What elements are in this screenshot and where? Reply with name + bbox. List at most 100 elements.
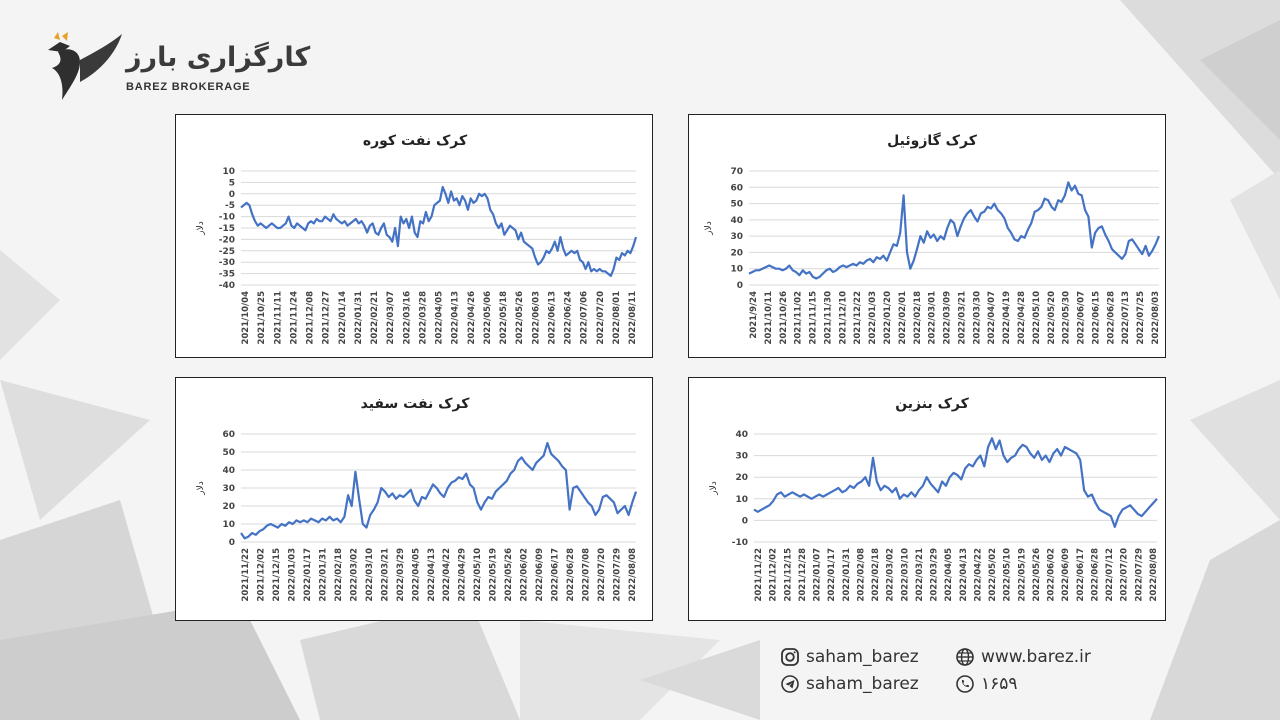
y-tick-label: 60 — [730, 183, 743, 193]
x-tick-label: 2022/06/17 — [551, 548, 561, 602]
y-tick-label: 70 — [730, 167, 743, 177]
chart-gasoil-crack: کرک گازوئیل دلار 70 60 50 40 30 20 10 0 2021/9/24 2… — [688, 114, 1166, 358]
chart-svg: کرک بنزین دلار 40 30 20 10 0 -10 2021/11/22 2021/… — [709, 396, 1159, 602]
x-tick-label: 2022/07/06 — [580, 291, 590, 345]
x-tick-label: 2021/12/15 — [272, 548, 282, 602]
x-tick-label: 2022/05/10 — [473, 548, 483, 602]
x-tick-label: 2022/06/03 — [531, 291, 541, 345]
y-tick-label: 50 — [730, 200, 743, 210]
instagram-contact[interactable]: saham_barez — [780, 647, 919, 667]
x-tick-label: 2022/03/07 — [386, 291, 396, 345]
series-line — [753, 437, 1158, 528]
x-tick-label: 2022/07/13 — [1121, 291, 1131, 345]
x-tick-label: 2022/05/30 — [1062, 291, 1072, 345]
x-tick-label: 2022/04/07 — [987, 291, 997, 345]
x-tick-label: 2021/12/28 — [798, 548, 808, 602]
phone-number: ۱۶۵۹ — [981, 674, 1018, 694]
telegram-handle: saham_barez — [806, 674, 919, 694]
series-line — [240, 441, 638, 540]
chart-kerosene-crack: کرک نفت سفید دلار 60 50 40 30 20 10 0 2021/11/22 2… — [175, 377, 653, 621]
y-tick-label: 50 — [222, 448, 235, 458]
chart-title: کرک نفت کوره — [363, 133, 468, 149]
y-axis-label: دلار — [196, 481, 206, 496]
x-tick-label: 2022/05/19 — [489, 548, 499, 602]
x-tick-label: 2022/04/05 — [944, 548, 954, 602]
y-tick-label: -30 — [219, 258, 235, 268]
x-tick-label: 2021/12/02 — [256, 548, 266, 602]
barez-logo — [48, 32, 122, 100]
y-tick-label: 5 — [229, 178, 235, 188]
x-tick-label: 2022/06/28 — [1090, 548, 1100, 602]
x-tick-label: 2022/06/15 — [1091, 291, 1101, 345]
x-tick-label: 2022/07/25 — [1136, 291, 1146, 345]
x-tick-label: 2022/03/02 — [349, 548, 359, 602]
x-tick-label: 2022/03/28 — [418, 291, 428, 345]
x-tick-label: 2022/03/10 — [365, 548, 375, 602]
phone-contact[interactable]: ۱۶۵۹ — [955, 674, 1018, 694]
y-tick-label: -40 — [219, 281, 235, 291]
x-tick-label: 2022/02/21 — [370, 291, 380, 345]
x-tick-label: 2022/06/09 — [535, 548, 545, 602]
x-tick-label: 2022/03/10 — [900, 548, 910, 602]
chart-svg: کرک گازوئیل دلار 70 60 50 40 30 20 10 0 2021/9/24 2… — [704, 132, 1161, 345]
x-tick-label: 2022/03/29 — [396, 548, 406, 602]
x-tick-label: 2022/04/13 — [959, 548, 969, 602]
brand-name-fa: کارگزاری بارز — [126, 42, 311, 73]
instagram-icon — [781, 648, 799, 666]
x-tick-label: 2022/06/02 — [1047, 548, 1057, 602]
y-tick-label: 0 — [737, 281, 743, 291]
x-tick-label: 2022/07/20 — [1120, 548, 1130, 602]
x-tick-label: 2022/04/13 — [451, 291, 461, 345]
x-tick-label: 2022/04/22 — [973, 548, 983, 602]
y-tick-label: 0 — [229, 538, 235, 548]
x-tick-label: 2022/05/02 — [988, 548, 998, 602]
x-tick-label: 2022/03/02 — [886, 548, 896, 602]
y-axis-label: دلار — [709, 481, 719, 496]
x-tick-label: 2022/04/22 — [442, 548, 452, 602]
x-tick-label: 2021/12/15 — [783, 548, 793, 602]
x-tick-label: 2022/03/21 — [380, 548, 390, 602]
x-tick-label: 2022/07/29 — [1134, 548, 1144, 602]
x-tick-label: 2022/02/18 — [334, 548, 344, 602]
y-tick-label: -35 — [219, 270, 235, 280]
x-tick-label: 2022/01/31 — [354, 291, 364, 345]
x-tick-label: 2022/07/29 — [613, 548, 623, 602]
y-tick-label: 20 — [735, 473, 748, 483]
x-tick-label: 2022/02/08 — [856, 548, 866, 602]
series-line — [240, 185, 638, 277]
phone-icon — [956, 675, 974, 693]
x-tick-label: 2022/06/07 — [1077, 291, 1087, 345]
x-tick-label: 2022/08/03 — [1151, 291, 1161, 345]
x-tick-label: 2022/07/20 — [597, 548, 607, 602]
x-tick-label: 2022/06/28 — [1106, 291, 1116, 345]
x-tick-label: 2022/03/09 — [943, 291, 953, 345]
y-tick-label: 10 — [735, 495, 748, 505]
x-tick-label: 2022/01/17 — [303, 548, 313, 602]
x-tick-label: 2021/12/22 — [853, 291, 863, 345]
x-tick-label: 2022/05/06 — [483, 291, 493, 345]
y-tick-label: 60 — [222, 430, 235, 440]
y-tick-label: 40 — [730, 216, 743, 226]
y-tick-label: 30 — [730, 232, 743, 242]
y-tick-label: -5 — [225, 201, 235, 211]
chart-title: کرک نفت سفید — [361, 396, 471, 412]
telegram-contact[interactable]: saham_barez — [780, 674, 919, 694]
y-axis-label: دلار — [704, 221, 714, 236]
x-tick-label: 2022/05/19 — [1017, 548, 1027, 602]
y-tick-label: -20 — [219, 235, 235, 245]
x-tick-label: 2021/11/30 — [823, 291, 833, 345]
x-tick-label: 2021/10/04 — [241, 291, 251, 345]
x-tick-label: 2022/04/26 — [467, 291, 477, 345]
x-tick-label: 2022/04/29 — [458, 548, 468, 602]
website-contact[interactable]: www.barez.ir — [955, 647, 1091, 667]
x-tick-label: 2022/06/13 — [547, 291, 557, 345]
y-tick-label: -10 — [219, 213, 235, 223]
y-tick-label: 30 — [222, 484, 235, 494]
globe-icon — [956, 648, 974, 666]
y-tick-label: -25 — [219, 247, 235, 257]
chart-svg: کرک نفت سفید دلار 60 50 40 30 20 10 0 2021/11/22 2… — [196, 396, 638, 602]
x-tick-label: 2021/11/24 — [289, 291, 299, 345]
x-tick-label: 2022/01/17 — [827, 548, 837, 602]
x-tick-label: 2022/06/28 — [566, 548, 576, 602]
